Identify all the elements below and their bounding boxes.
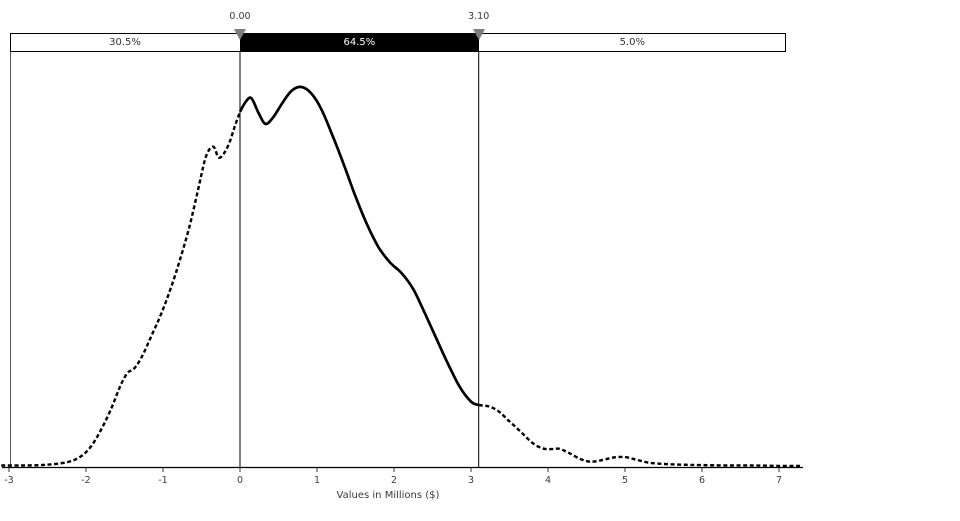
density-curve-selected-solid: [238, 85, 480, 407]
x-tick-label: 3: [467, 475, 475, 486]
x-tick-label: 5: [621, 475, 629, 486]
x-axis-title: Values in Millions ($): [336, 490, 440, 501]
x-tick-label: -2: [81, 475, 91, 486]
x-tick-label: 0: [236, 475, 244, 486]
density-curve-left-tail-dashed: [1, 111, 242, 467]
density-curve-right-tail-dashed: [478, 403, 801, 468]
delimiter-value-label: 0.00: [229, 11, 251, 22]
x-tick-label: 4: [544, 475, 552, 486]
band-label-left-tail: 30.5%: [109, 37, 141, 48]
x-tick-label: 2: [390, 475, 398, 486]
delimiter-handle[interactable]: [472, 29, 485, 40]
selected-range-band: [240, 34, 479, 51]
band-label-right-tail: 5.0%: [619, 37, 646, 48]
delimiter-value-label: 3.10: [468, 11, 490, 22]
band-label-selected-range: 64.5%: [343, 37, 376, 48]
x-tick-label: -3: [4, 475, 14, 486]
delimiter-handle[interactable]: [234, 29, 246, 40]
x-tick-label: 1: [313, 475, 321, 486]
x-tick-label: 7: [775, 475, 783, 486]
x-tick-label: -1: [158, 475, 168, 486]
probability-band-bar: [10, 33, 786, 52]
x-tick-label: 6: [698, 475, 706, 486]
